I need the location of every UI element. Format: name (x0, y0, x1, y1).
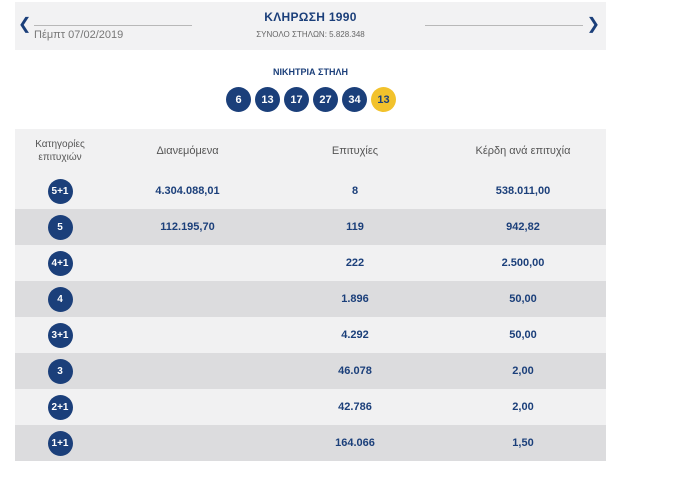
table-row: 1+1 164.066 1,50 (15, 425, 606, 461)
prize-value: 1,50 (512, 437, 534, 449)
table-row: 5 112.195,70 119 942,82 (15, 209, 606, 245)
prize-value: 942,82 (506, 221, 540, 233)
winning-number-ball: 27 (313, 87, 338, 112)
winners-value: 8 (351, 185, 359, 197)
divider (425, 25, 583, 26)
distributed-value: 4.304.088,01 (155, 185, 220, 197)
winners-value: 46.078 (338, 365, 372, 377)
winners-value: 1.896 (341, 293, 369, 305)
winning-number-ball: 13 (255, 87, 280, 112)
winning-column-label: ΝΙΚΗΤΡΙΑ ΣΤΗΛΗ (273, 67, 348, 77)
category-badge: 1+1 (47, 430, 73, 456)
winners-value: 222 (345, 257, 365, 269)
distributed-value: 112.195,70 (160, 221, 215, 233)
chevron-left-icon[interactable]: ❮ (18, 16, 32, 33)
category-badge: 3+1 (47, 322, 73, 348)
category-badge: 3 (47, 358, 73, 384)
prize-table: Κατηγορίες επιτυχιών Διανεμόμενα Επιτυχί… (15, 129, 606, 461)
header-distributed: Διανεμόμενα (156, 145, 219, 157)
chevron-right-icon[interactable]: ❯ (586, 16, 600, 33)
header-prize: Κέρδη ανά επιτυχία (475, 145, 571, 157)
table-row: 4 1.896 50,00 (15, 281, 606, 317)
total-columns: ΣΥΝΟΛΟ ΣΤΗΛΩΝ: 5.828.348 (256, 30, 365, 39)
joker-ball: 13 (371, 87, 396, 112)
table-header-row: Κατηγορίες επιτυχιών Διανεμόμενα Επιτυχί… (15, 129, 606, 173)
prize-value: 2,00 (512, 401, 534, 413)
winners-value: 119 (346, 221, 364, 233)
table-row: 2+1 42.786 2,00 (15, 389, 606, 425)
table-row: 3 46.078 2,00 (15, 353, 606, 389)
header-categories: Κατηγορίες επιτυχιών (35, 139, 85, 163)
category-badge: 4 (47, 286, 73, 312)
divider (34, 25, 192, 26)
prize-value: 2,00 (512, 365, 534, 377)
category-badge: 4+1 (47, 250, 73, 276)
winners-value: 4.292 (341, 329, 369, 341)
category-badge: 5 (47, 214, 73, 240)
prize-value: 2.500,00 (501, 257, 545, 269)
header-winners: Επιτυχίες (331, 145, 379, 157)
category-badge: 2+1 (47, 394, 73, 420)
winning-number-ball: 34 (342, 87, 367, 112)
prize-value: 50,00 (509, 329, 537, 341)
category-badge: 5+1 (47, 178, 73, 204)
table-row: 3+1 4.292 50,00 (15, 317, 606, 353)
draw-date: Πέμπτ 07/02/2019 (34, 29, 124, 41)
winning-number-ball: 6 (226, 87, 251, 112)
draw-title: ΚΛΗΡΩΣΗ 1990 (264, 10, 357, 24)
prize-value: 538.011,00 (495, 185, 551, 197)
winners-value: 164.066 (335, 437, 375, 449)
table-row: 5+1 4.304.088,01 8 538.011,00 (15, 173, 606, 209)
winning-numbers: 6 13 17 27 34 13 (226, 87, 396, 112)
table-row: 4+1 222 2.500,00 (15, 245, 606, 281)
draw-header: ❮ ❯ Πέμπτ 07/02/2019 ΚΛΗΡΩΣΗ 1990 ΣΥΝΟΛΟ… (15, 2, 606, 50)
winners-value: 42.786 (338, 401, 372, 413)
prize-value: 50,00 (509, 293, 537, 305)
winning-number-ball: 17 (284, 87, 309, 112)
